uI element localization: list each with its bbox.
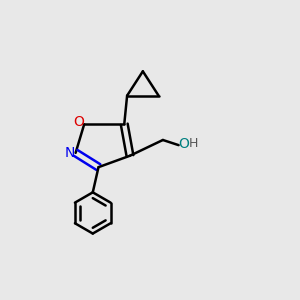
Text: N: N (65, 146, 75, 160)
Text: O: O (178, 137, 189, 151)
Text: H: H (189, 137, 198, 151)
Text: O: O (74, 115, 85, 129)
